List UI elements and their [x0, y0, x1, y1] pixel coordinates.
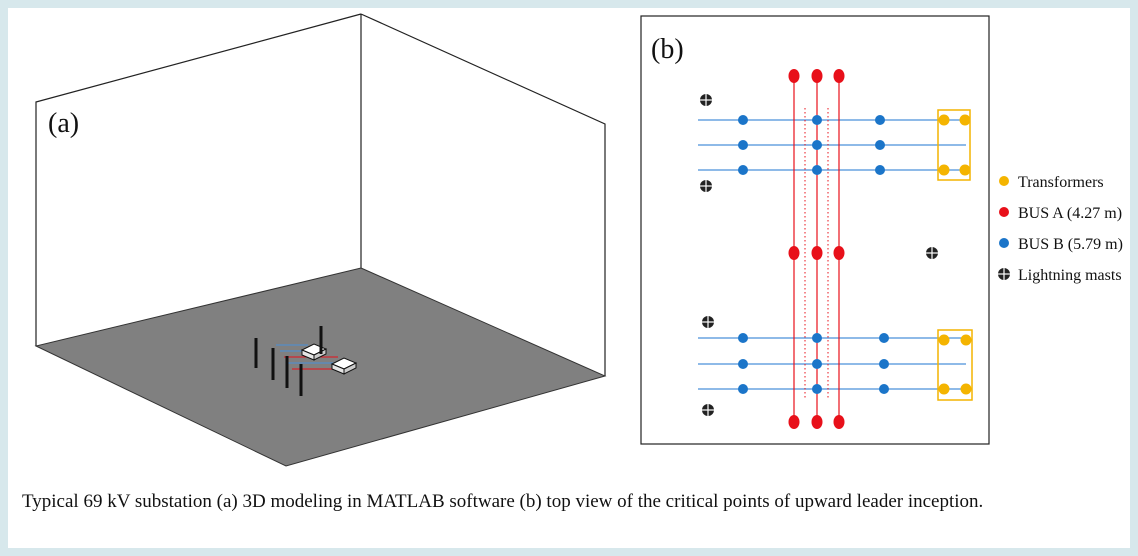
- dot-icon: [999, 207, 1009, 217]
- bus-b-point: [812, 140, 822, 150]
- bus-b-point: [879, 333, 889, 343]
- bus-b-point: [879, 384, 889, 394]
- transformer-point: [938, 383, 950, 395]
- lightning-mast-icon: [926, 247, 938, 259]
- bus-b-point: [812, 165, 822, 175]
- panel-b-frame: [640, 15, 990, 445]
- bus-b-point: [875, 140, 885, 150]
- legend-label: BUS A (4.27 m): [1018, 205, 1122, 222]
- bus-b-point: [875, 115, 885, 125]
- bus-a-point: [788, 69, 800, 83]
- panel-b-label: (b): [651, 34, 684, 65]
- lightning-mast-icon: [702, 316, 714, 328]
- bus-b-point: [812, 384, 822, 394]
- transformer-point: [938, 334, 950, 346]
- bus-a-point: [833, 246, 845, 260]
- panel-a-label: (a): [48, 108, 79, 139]
- bus-b-point: [738, 384, 748, 394]
- bus-b-point: [738, 165, 748, 175]
- figure-canvas: (a) (b) Transformers BUS A (4.27 m) BUS …: [34, 13, 1123, 467]
- bus-a-point: [833, 415, 845, 429]
- panel-a-3d-model: (a): [34, 13, 607, 467]
- bus-a-point: [811, 415, 823, 429]
- bus-a-point: [811, 246, 823, 260]
- legend-item-transformers: Transformers: [999, 174, 1104, 191]
- crosshair-circle-icon: [998, 268, 1010, 280]
- transformer-point: [960, 334, 972, 346]
- box-right-wall: [360, 13, 606, 376]
- transformer-point: [959, 164, 971, 176]
- figure-caption: Typical 69 kV substation (a) 3D modeling…: [22, 491, 984, 512]
- bus-b-point: [738, 115, 748, 125]
- panel-b-top-view: (b): [640, 15, 990, 445]
- bus-a-point: [788, 415, 800, 429]
- legend-label: Lightning masts: [1018, 267, 1122, 284]
- lightning-mast-icon: [702, 404, 714, 416]
- figure-frame: (a) (b) Transformers BUS A (4.27 m) BUS …: [8, 8, 1130, 548]
- critical-points: [700, 69, 972, 429]
- bus-b-point: [812, 359, 822, 369]
- transformer-enclosure: [937, 109, 971, 181]
- bus-a-point: [788, 246, 800, 260]
- bus-b-point: [738, 333, 748, 343]
- dot-icon: [999, 176, 1009, 186]
- lightning-mast-icon: [700, 94, 712, 106]
- legend-label: BUS B (5.79 m): [1018, 236, 1123, 253]
- transformer-point: [938, 164, 950, 176]
- bus-a-point: [811, 69, 823, 83]
- bus-a-point: [833, 69, 845, 83]
- transformer-point: [959, 114, 971, 126]
- transformer-box-2: [330, 357, 358, 375]
- box-left-wall: [35, 13, 362, 346]
- bus-b-point: [738, 359, 748, 369]
- legend-label: Transformers: [1018, 174, 1104, 191]
- bus-b-point: [812, 333, 822, 343]
- legend-item-bus-a: BUS A (4.27 m): [999, 205, 1122, 222]
- dot-icon: [999, 238, 1009, 248]
- bus-b-point: [879, 359, 889, 369]
- legend-item-bus-b: BUS B (5.79 m): [999, 236, 1123, 253]
- legend-item-lightning-masts: Lightning masts: [998, 267, 1122, 284]
- lightning-mast-icon: [700, 180, 712, 192]
- bus-b-point: [812, 115, 822, 125]
- ground-plane: [34, 267, 607, 467]
- substation-3d-model: [254, 326, 358, 396]
- bus-b-point: [875, 165, 885, 175]
- bus-b-point: [738, 140, 748, 150]
- transformer-point: [938, 114, 950, 126]
- transformer-enclosure: [937, 329, 973, 401]
- legend: Transformers BUS A (4.27 m) BUS B (5.79 …: [998, 174, 1123, 284]
- transformer-point: [960, 383, 972, 395]
